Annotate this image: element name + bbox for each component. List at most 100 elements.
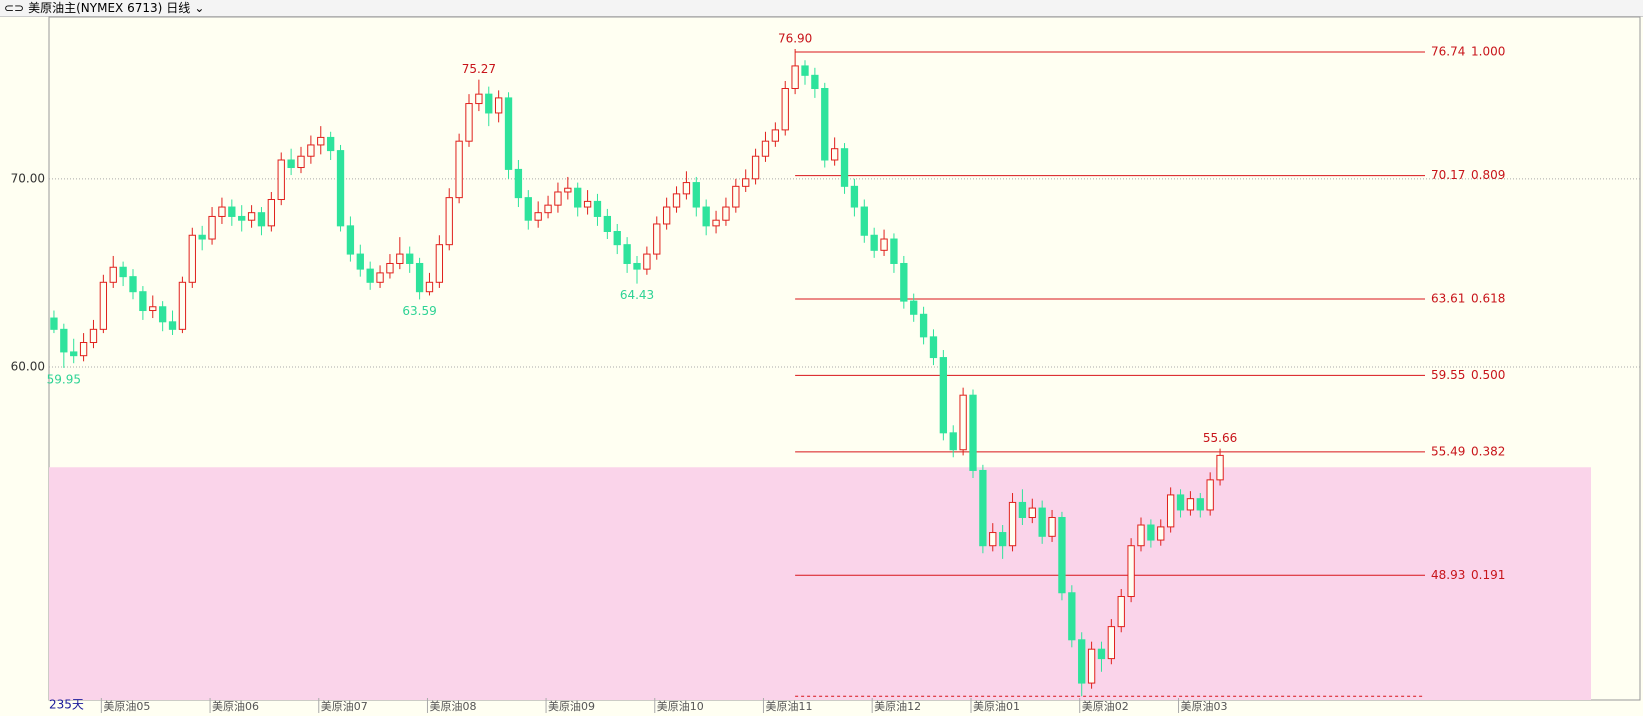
- candle-body: [1196, 498, 1204, 511]
- candle-body: [1216, 454, 1224, 481]
- day-count: 235天: [49, 698, 84, 712]
- candle-body: [1078, 639, 1086, 684]
- candle-body: [218, 206, 226, 217]
- candle-body: [1068, 592, 1076, 641]
- candle-body: [188, 234, 196, 283]
- candle-body: [603, 215, 612, 232]
- candle-body: [613, 230, 621, 246]
- candle-body: [139, 291, 147, 312]
- fib-price: 63.61: [1431, 292, 1465, 306]
- fib-ratio: 1.000: [1471, 44, 1505, 58]
- candle-body: [178, 281, 187, 330]
- candle-body: [830, 148, 839, 161]
- x-tick-label: 美原油03: [1181, 699, 1228, 713]
- candle-body: [919, 313, 928, 338]
- candle-body: [910, 300, 918, 315]
- candle-body: [583, 200, 592, 208]
- candle-body: [109, 266, 117, 283]
- candle-body: [494, 97, 503, 114]
- icon: ⊂⊃: [4, 1, 25, 15]
- candle-body: [356, 253, 364, 270]
- candle-body: [50, 317, 58, 330]
- candle-body: [208, 215, 216, 240]
- shade-zone: [49, 467, 1591, 700]
- candle-body: [742, 178, 750, 187]
- candle-body: [435, 244, 444, 283]
- candle-body: [1008, 501, 1017, 547]
- candle-body: [929, 336, 938, 359]
- fib-price: 76.74: [1431, 44, 1465, 58]
- price-annotation: 59.95: [47, 372, 81, 386]
- candle-body: [238, 215, 246, 221]
- fib-ratio: 0.500: [1471, 368, 1505, 382]
- y-tick-label: 70.00: [11, 171, 45, 185]
- candle-body: [99, 281, 108, 330]
- dropdown[interactable]: ⌄: [194, 1, 205, 15]
- candle-body: [979, 469, 987, 547]
- candle-body: [376, 272, 384, 283]
- x-tick-label: 美原油02: [1082, 699, 1129, 713]
- period[interactable]: 日线: [166, 1, 191, 15]
- fib-price: 70.17: [1431, 168, 1465, 182]
- candle-body: [415, 262, 424, 293]
- candle-body: [682, 182, 691, 195]
- x-tick-label: 美原油11: [765, 699, 812, 713]
- candle-body: [574, 187, 582, 208]
- fib-ratio: 0.809: [1471, 168, 1505, 182]
- candle-body: [1028, 507, 1036, 518]
- candle-body: [623, 244, 631, 264]
- candle-body: [534, 212, 542, 221]
- candle-body: [455, 140, 463, 199]
- candle-body: [1107, 626, 1116, 660]
- candle-body: [880, 238, 888, 251]
- candle-body: [732, 185, 740, 208]
- candle-body: [149, 306, 157, 312]
- candle-body: [247, 212, 256, 221]
- x-tick-label: 美原油10: [657, 699, 704, 713]
- candle-body: [662, 206, 671, 225]
- x-tick-label: 美原油01: [973, 699, 1020, 713]
- fib-price: 55.49: [1431, 444, 1465, 458]
- candle-body: [514, 168, 523, 199]
- candle-body: [465, 103, 473, 142]
- candle-body: [564, 187, 572, 193]
- candle-body: [1097, 648, 1106, 660]
- candle-body: [1166, 494, 1175, 528]
- candle-body: [386, 262, 394, 274]
- candle-body: [1117, 596, 1125, 628]
- candle-body: [900, 262, 908, 302]
- candle-body: [959, 394, 967, 451]
- price-annotation: 75.27: [462, 62, 496, 76]
- candle-body: [989, 532, 997, 547]
- candle-body: [653, 223, 661, 255]
- candle-body: [751, 155, 760, 180]
- candle-body: [1157, 526, 1165, 541]
- candle-body: [811, 74, 819, 89]
- candle-body: [336, 150, 345, 227]
- candle-body: [781, 87, 789, 131]
- candle-body: [672, 193, 681, 208]
- x-tick-label: 美原油12: [874, 699, 921, 713]
- symbol-title[interactable]: 美原油主(NYMEX 6713): [28, 1, 163, 15]
- candle-body: [406, 253, 414, 264]
- candle-body: [396, 253, 404, 264]
- candle-body: [129, 276, 137, 293]
- candle-body: [79, 342, 88, 357]
- x-tick-label: 美原油09: [548, 699, 595, 713]
- candle-body: [1038, 507, 1046, 537]
- x-tick-label: 美原油08: [429, 699, 476, 713]
- candle-body: [791, 65, 799, 89]
- candle-body: [297, 155, 305, 169]
- candle-body: [307, 144, 315, 157]
- candle-body: [198, 234, 206, 240]
- y-tick-label: 60.00: [11, 359, 45, 373]
- candle-body: [158, 306, 167, 323]
- candle-body: [969, 394, 977, 471]
- candle-body: [712, 219, 720, 227]
- price-annotation: 63.59: [402, 304, 436, 318]
- candle-body: [228, 206, 236, 217]
- x-tick-label: 美原油07: [321, 699, 368, 713]
- candle-body: [771, 129, 780, 142]
- candle-body: [1058, 516, 1066, 594]
